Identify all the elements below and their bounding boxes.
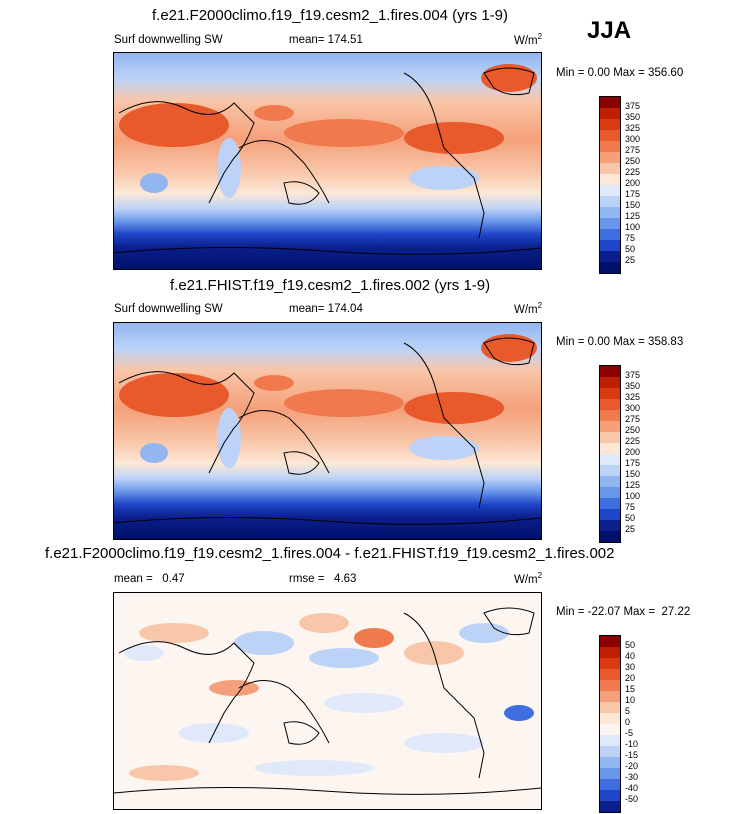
panel3-minmax-label: Min = -22.07 Max = 27.22	[556, 606, 691, 618]
panel3-rmse-label: rmse = 4.63	[289, 573, 357, 585]
colorbar-tick: 10	[625, 695, 636, 705]
panel3-units-label: W/m2	[514, 571, 543, 586]
colorbar-tick: 100	[625, 222, 641, 232]
panel2-variable-label: Surf downwelling SW	[114, 303, 223, 315]
colorbar-tick: 75	[625, 502, 636, 512]
colorbar-tick: -50	[625, 794, 639, 804]
panel2-mean-label: mean= 174.04	[289, 303, 363, 315]
colorbar-tick: 250	[625, 425, 641, 435]
colorbar-tick: -10	[625, 739, 639, 749]
colorbar-tick: 175	[625, 189, 641, 199]
colorbar-tick: 50	[625, 513, 636, 523]
colorbar-tick: -30	[625, 772, 639, 782]
panel1-units-label: W/m2	[514, 32, 543, 47]
colorbar-tick: 15	[625, 684, 636, 694]
difference-field	[124, 613, 534, 781]
panel1-variable-label: Surf downwelling SW	[114, 34, 223, 46]
colorbar-tick: -5	[625, 728, 634, 738]
season-label: JJA	[587, 17, 632, 44]
colorbar-tick: -20	[625, 761, 639, 771]
panel3-mean-label: mean = 0.47	[114, 573, 185, 585]
colorbar-tick: 5	[625, 706, 631, 716]
panel2-map	[113, 322, 542, 540]
colorbar-tick: 100	[625, 491, 641, 501]
colorbar-tick: 200	[625, 178, 641, 188]
colorbar-tick: 125	[625, 480, 641, 490]
colorbar-tick: 250	[625, 156, 641, 166]
panel2-minmax-label: Min = 0.00 Max = 358.83	[556, 336, 684, 348]
colorbar-tick: 375	[625, 370, 641, 380]
colorbar-tick: 325	[625, 392, 641, 402]
coastlines	[114, 337, 541, 525]
colorbar-tick: 25	[625, 524, 636, 534]
colorbar-tick: 175	[625, 458, 641, 468]
colorbar-tick: 225	[625, 167, 641, 177]
colorbar-tick: 20	[625, 673, 636, 683]
colorbar-tick: 225	[625, 436, 641, 446]
panel3-title: f.e21.F2000climo.f19_f19.cesm2_1.fires.0…	[45, 545, 615, 562]
panel2-colorbar	[599, 365, 621, 543]
colorbar-tick: 350	[625, 381, 641, 391]
colorbar-tick: 325	[625, 123, 641, 133]
coastlines	[114, 607, 541, 795]
colorbar-tick: 50	[625, 640, 636, 650]
sahara-hotspot	[119, 103, 229, 147]
colorbar-tick: 200	[625, 447, 641, 457]
panel1-title: f.e21.F2000climo.f19_f19.cesm2_1.fires.0…	[152, 7, 509, 24]
colorbar-tick: 275	[625, 414, 641, 424]
colorbar-tick: 375	[625, 101, 641, 111]
colorbar-tick: 0	[625, 717, 631, 727]
colorbar-tick: 125	[625, 211, 641, 221]
panel2-units-label: W/m2	[514, 301, 543, 316]
colorbar-tick: 275	[625, 145, 641, 155]
panel1-map	[113, 52, 542, 270]
colorbar-tick: 150	[625, 200, 641, 210]
panel1-minmax-label: Min = 0.00 Max = 356.60	[556, 67, 684, 79]
colorbar-tick: 40	[625, 651, 636, 661]
panel3-colorbar	[599, 635, 621, 813]
colorbar-tick: 300	[625, 134, 641, 144]
colorbar-tick: 150	[625, 469, 641, 479]
panel1-colorbar	[599, 96, 621, 274]
colorbar-tick: 350	[625, 112, 641, 122]
colorbar-tick: 25	[625, 255, 636, 265]
colorbar-tick: 30	[625, 662, 636, 672]
coastlines	[114, 67, 541, 255]
colorbar-tick: 300	[625, 403, 641, 413]
colorbar-tick: 75	[625, 233, 636, 243]
colorbar-tick: -40	[625, 783, 639, 793]
colorbar-tick: -15	[625, 750, 639, 760]
panel3-map	[113, 592, 542, 810]
colorbar-tick: 50	[625, 244, 636, 254]
panel2-title: f.e21.FHIST.f19_f19.cesm2_1.fires.002 (y…	[170, 277, 491, 294]
panel1-mean-label: mean= 174.51	[289, 34, 363, 46]
